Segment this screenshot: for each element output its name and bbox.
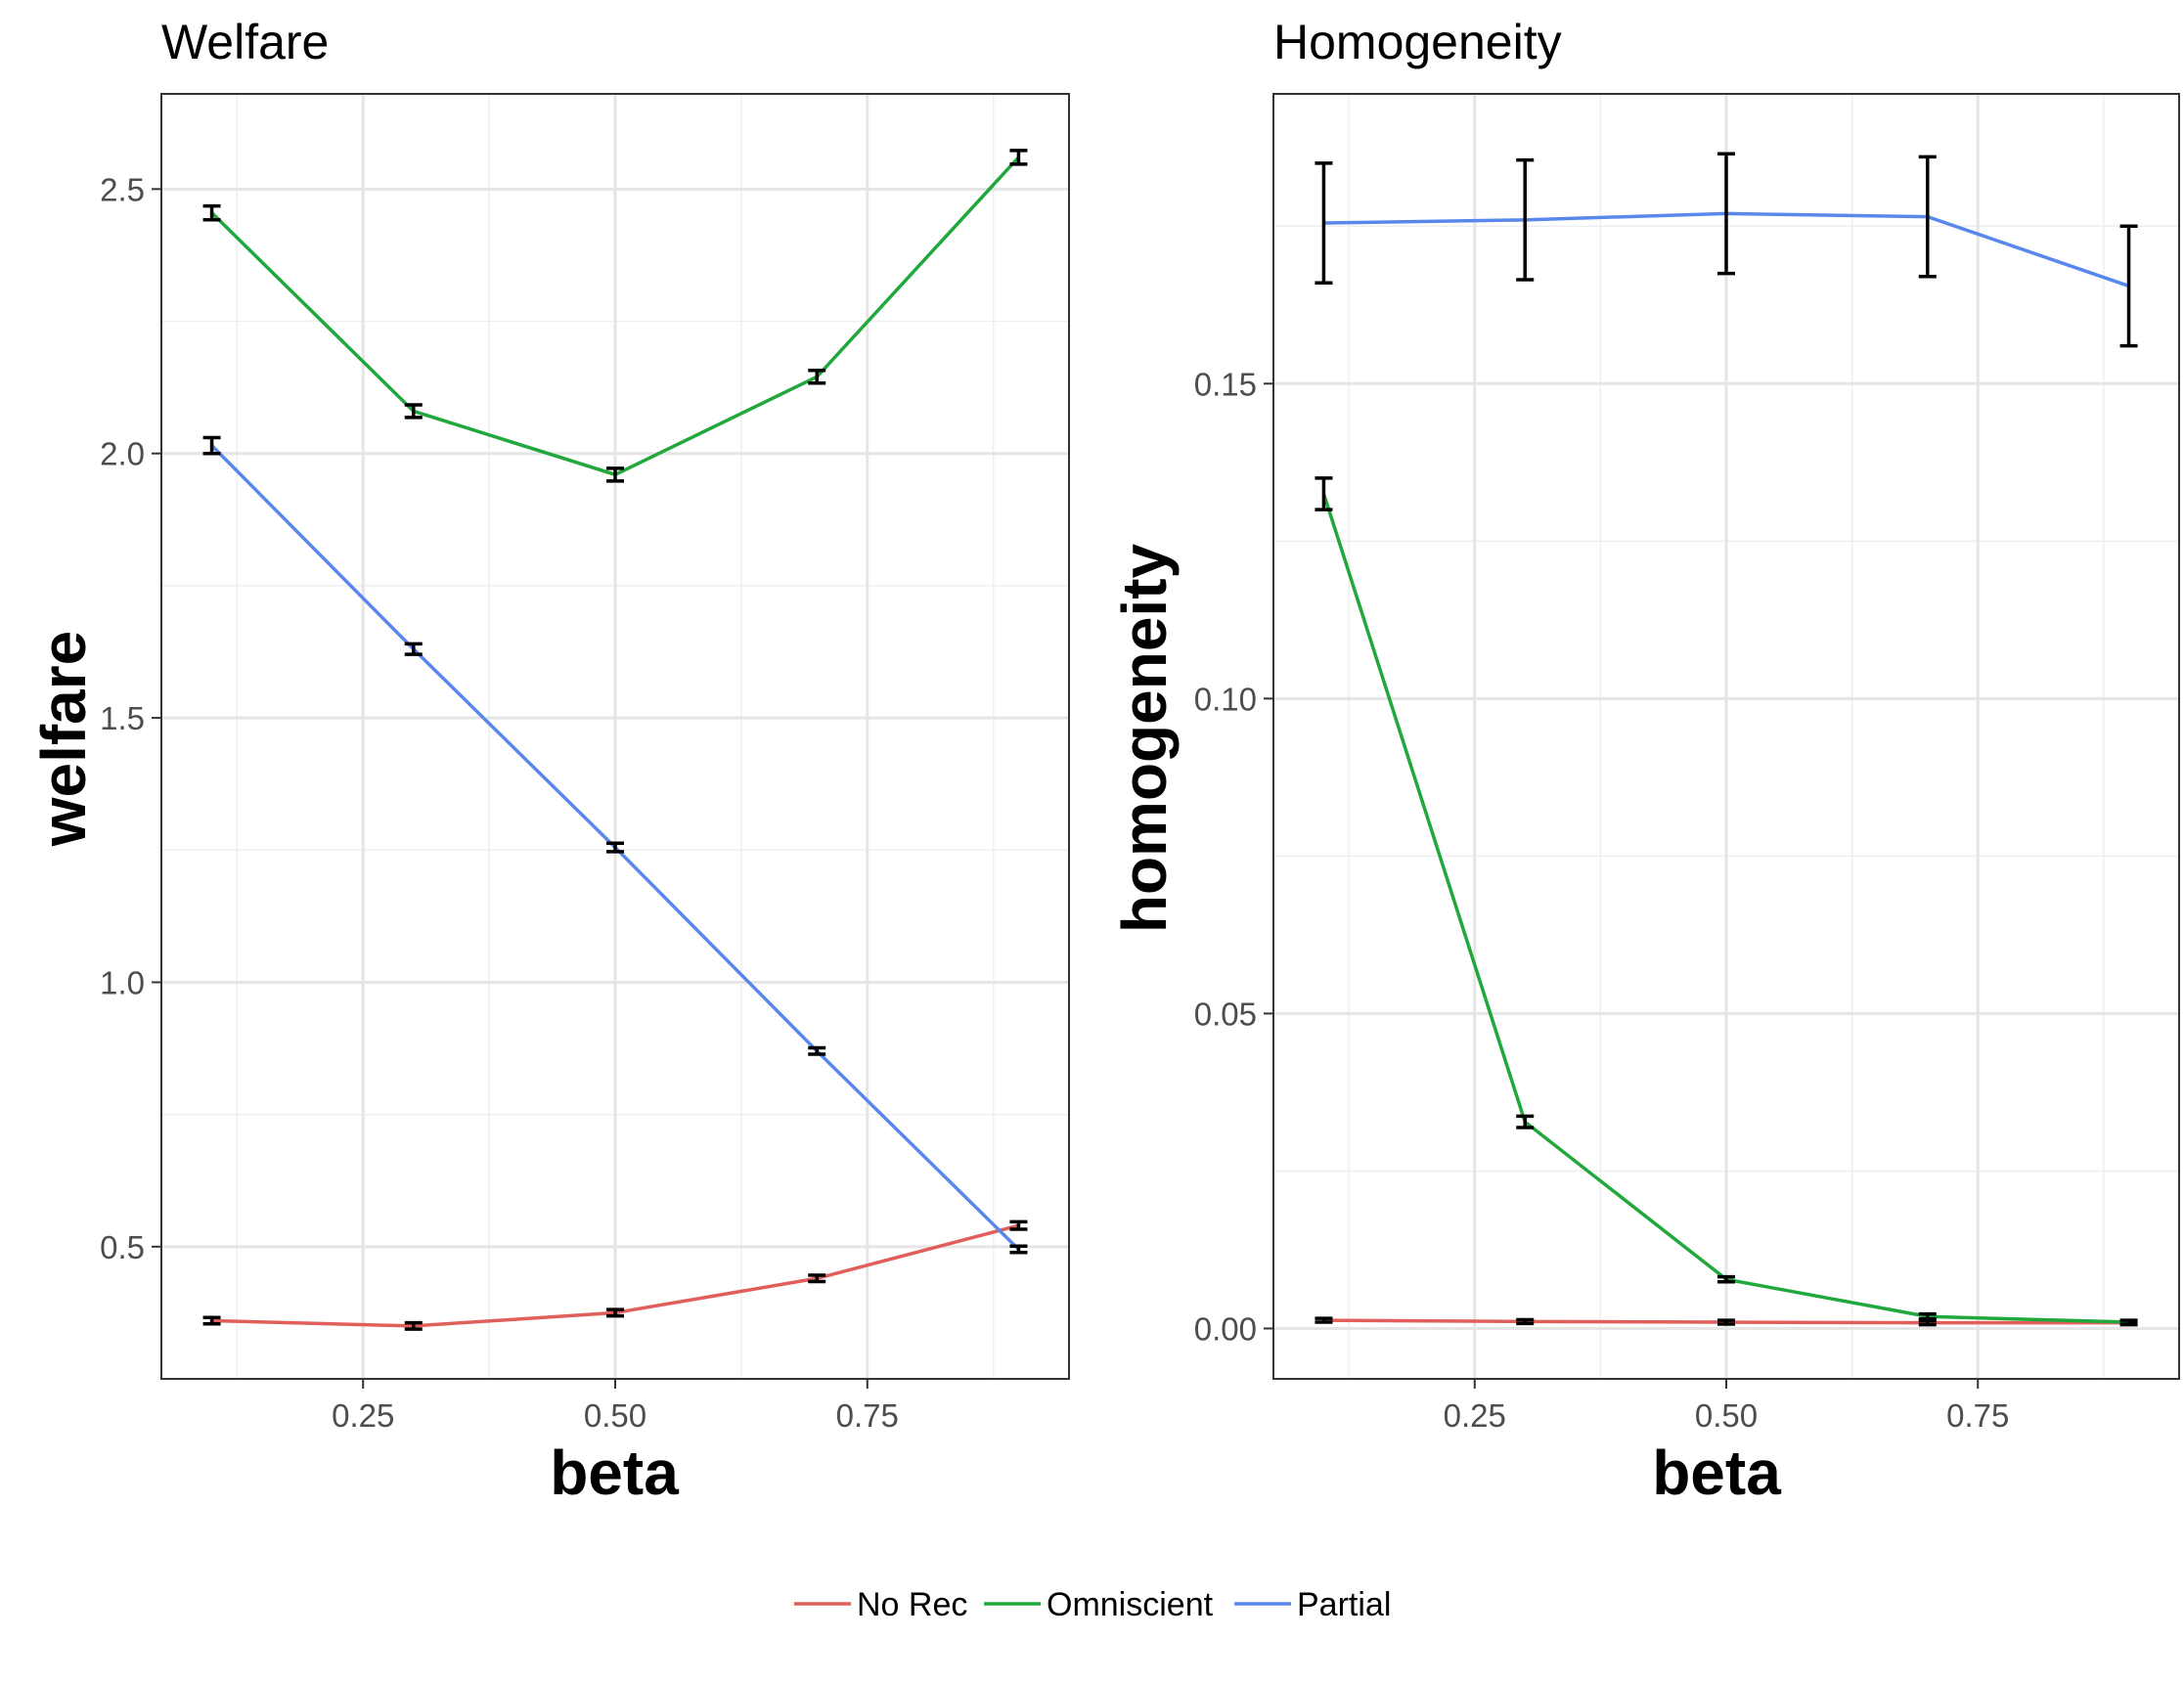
- welfare-x-tick-label-2: 0.75: [836, 1397, 899, 1434]
- legend: No Rec Omniscient Partial: [794, 1586, 1391, 1623]
- welfare-x-tick-label-0: 0.25: [332, 1397, 394, 1434]
- homogeneity-errorbar-partial-0: [1315, 161, 1333, 285]
- homogeneity-errorbar-partial-3: [1918, 155, 1937, 279]
- homogeneity-errorbar-omniscient-0: [1315, 476, 1333, 511]
- homogeneity-y-tick-label-1: 0.05: [1194, 996, 1257, 1032]
- welfare-y-axis-label: welfare: [28, 631, 99, 848]
- homogeneity-errorbar-no-rec-2: [1717, 1318, 1735, 1326]
- welfare-errorbar-partial-2: [606, 841, 624, 854]
- homogeneity-errorbar-omniscient-4: [2119, 1318, 2138, 1326]
- welfare-errorbar-no-rec-4: [1009, 1219, 1028, 1231]
- homogeneity-errorbar-omniscient-3: [1918, 1311, 1937, 1321]
- welfare-errorbar-omniscient-0: [202, 203, 221, 222]
- welfare-panel-border: [160, 93, 1070, 1380]
- homogeneity-y-tick-label-3: 0.15: [1194, 366, 1257, 402]
- homogeneity-y-tick-label-0: 0.00: [1194, 1310, 1257, 1347]
- homogeneity-x-tick-label-1: 0.50: [1695, 1397, 1758, 1434]
- homogeneity-series-omniscient: [1315, 476, 2138, 1326]
- welfare-x-axis-label: beta: [550, 1438, 679, 1508]
- homogeneity-y-axis-label: homogeneity: [1109, 543, 1180, 933]
- homogeneity-errorbar-omniscient-1: [1516, 1114, 1535, 1129]
- homogeneity-errorbar-no-rec-3: [1918, 1318, 1937, 1327]
- homogeneity-errorbar-partial-4: [2119, 224, 2138, 348]
- homogeneity-errorbar-partial-1: [1516, 157, 1535, 282]
- welfare-series-no-rec: [202, 1219, 1028, 1331]
- welfare-errorbar-partial-0: [202, 435, 221, 456]
- welfare-errorbar-omniscient-4: [1009, 149, 1028, 166]
- welfare-errorbar-partial-3: [808, 1045, 826, 1056]
- welfare-series-omniscient: [202, 149, 1028, 483]
- homogeneity-series-partial: [1315, 152, 2138, 348]
- homogeneity-errorbar-omniscient-2: [1717, 1274, 1735, 1284]
- homogeneity-errorbar-no-rec-0: [1315, 1316, 1333, 1324]
- homogeneity-x-tick-label-2: 0.75: [1946, 1397, 2009, 1434]
- welfare-panel: Welfare welfare beta 0.25 0.50 0.75 0.5 1.0 1…: [28, 15, 1070, 1508]
- homogeneity-gridlines: [1273, 94, 2179, 1379]
- homogeneity-panel-title: Homogeneity: [1273, 15, 1562, 69]
- legend-label-no-rec: No Rec: [857, 1586, 967, 1623]
- welfare-errorbar-partial-4: [1009, 1244, 1028, 1255]
- welfare-series-partial: [202, 435, 1028, 1255]
- homogeneity-panel-border: [1272, 93, 2180, 1380]
- welfare-errorbar-partial-1: [404, 642, 423, 656]
- welfare-errorbar-no-rec-1: [404, 1320, 423, 1331]
- homogeneity-x-axis-label: beta: [1652, 1438, 1781, 1508]
- welfare-errorbar-omniscient-3: [808, 369, 826, 385]
- welfare-x-tick-label-1: 0.50: [584, 1397, 646, 1434]
- homogeneity-y-tick-label-2: 0.10: [1194, 681, 1257, 717]
- homogeneity-errorbar-no-rec-1: [1516, 1317, 1535, 1326]
- welfare-errorbar-omniscient-2: [606, 466, 624, 483]
- welfare-errorbar-no-rec-3: [808, 1273, 826, 1284]
- welfare-errorbar-no-rec-0: [202, 1315, 221, 1326]
- legend-label-partial: Partial: [1297, 1586, 1391, 1623]
- welfare-y-tick-label-1: 1.0: [100, 964, 145, 1000]
- welfare-y-tick-label-3: 2.0: [100, 436, 145, 472]
- legend-label-omniscient: Omniscient: [1047, 1586, 1214, 1623]
- welfare-y-tick-label-0: 0.5: [100, 1229, 145, 1265]
- homogeneity-errorbar-partial-2: [1717, 152, 1735, 276]
- homogeneity-x-tick-label-0: 0.25: [1444, 1397, 1506, 1434]
- welfare-y-tick-label-4: 2.5: [100, 171, 145, 207]
- welfare-y-tick-label-2: 1.5: [100, 700, 145, 736]
- homogeneity-panel: Homogeneity homogeneity beta 0.25 0.50 0.7…: [1109, 15, 2180, 1508]
- welfare-errorbar-omniscient-1: [404, 403, 423, 420]
- welfare-errorbar-no-rec-2: [606, 1307, 624, 1318]
- welfare-panel-title: Welfare: [161, 15, 329, 69]
